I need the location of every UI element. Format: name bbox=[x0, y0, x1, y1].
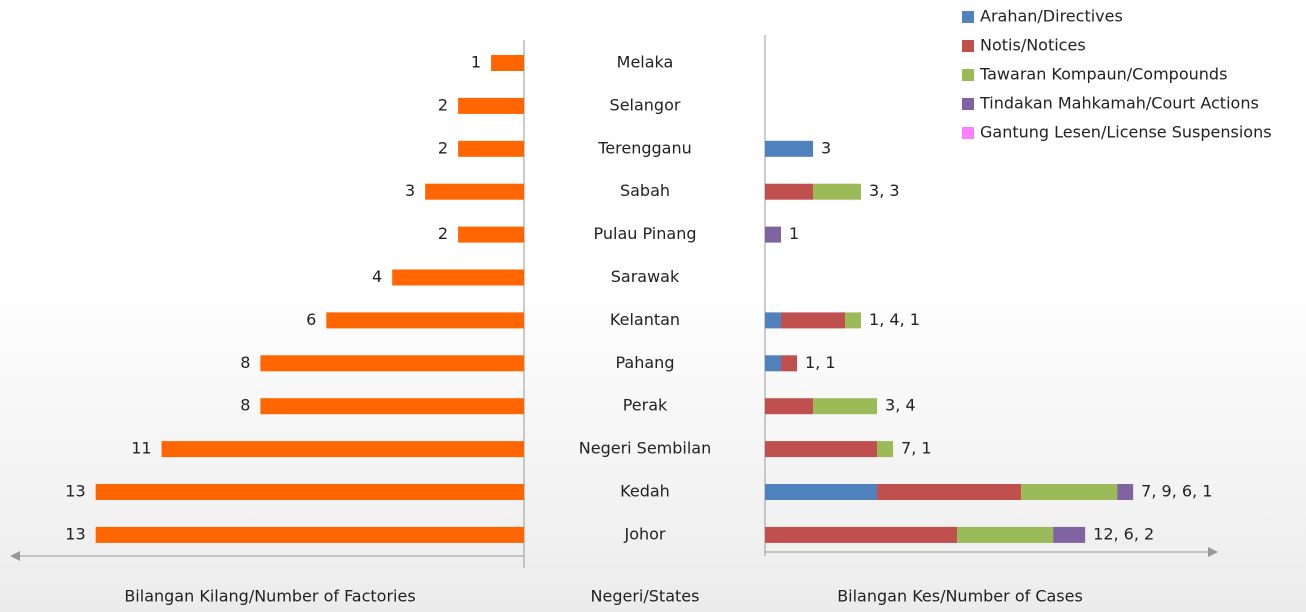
legend-swatch bbox=[962, 98, 974, 110]
x-axis-title: Bilangan Kes/Number of Cases bbox=[837, 587, 1083, 606]
bar-segment bbox=[1117, 484, 1134, 500]
legend-label: Notis/Notices bbox=[980, 36, 1086, 55]
data-label: 1, 1 bbox=[805, 353, 836, 372]
bar bbox=[458, 140, 524, 157]
bar-segment bbox=[1021, 484, 1118, 500]
bar-segment bbox=[765, 398, 814, 415]
legend-label: Arahan/Directives bbox=[980, 7, 1123, 26]
bar-segment bbox=[877, 441, 894, 458]
data-label: 6 bbox=[306, 310, 316, 329]
data-label: 13 bbox=[65, 482, 85, 501]
bar-segment bbox=[957, 526, 1054, 543]
bar-segment bbox=[765, 484, 878, 500]
category-label: Perak bbox=[623, 396, 668, 415]
data-label: 1 bbox=[789, 224, 799, 243]
data-label: 8 bbox=[240, 396, 250, 415]
category-label: Pulau Pinang bbox=[594, 224, 697, 243]
bar bbox=[260, 355, 524, 372]
data-label: 2 bbox=[438, 224, 448, 243]
legend-swatch bbox=[962, 69, 974, 81]
data-label: 2 bbox=[438, 138, 448, 157]
category-label: Sarawak bbox=[611, 267, 680, 286]
category-axis-title: Negeri/States bbox=[591, 587, 700, 606]
bar bbox=[458, 97, 524, 114]
bar-segment bbox=[813, 398, 878, 415]
data-label: 3 bbox=[821, 138, 831, 157]
legend-label: Tawaran Kompaun/Compounds bbox=[979, 65, 1227, 84]
data-label: 3, 4 bbox=[885, 396, 916, 415]
bar-segment bbox=[765, 355, 782, 372]
bar bbox=[95, 484, 525, 500]
bar-segment bbox=[877, 484, 1022, 500]
data-label: 3, 3 bbox=[869, 181, 900, 200]
bar-segment bbox=[765, 441, 878, 458]
category-label: Selangor bbox=[610, 95, 681, 114]
data-label: 2 bbox=[438, 95, 448, 114]
legend-label: Gantung Lesen/License Suspensions bbox=[980, 123, 1272, 142]
bar-segment bbox=[765, 140, 814, 157]
bar-segment bbox=[781, 355, 798, 372]
bar bbox=[425, 183, 524, 200]
category-label: Johor bbox=[623, 524, 665, 543]
axis-arrow bbox=[10, 551, 20, 561]
bar bbox=[326, 312, 524, 329]
bar-segment bbox=[765, 183, 814, 200]
axis-arrow bbox=[1208, 547, 1218, 557]
bar bbox=[161, 441, 525, 458]
data-label: 4 bbox=[372, 267, 382, 286]
bar-segment bbox=[765, 226, 782, 243]
category-label: Sabah bbox=[620, 181, 670, 200]
data-label: 13 bbox=[65, 524, 85, 543]
data-label: 7, 9, 6, 1 bbox=[1141, 482, 1212, 501]
category-label: Melaka bbox=[617, 53, 674, 72]
data-label: 7, 1 bbox=[901, 439, 932, 458]
category-label: Terengganu bbox=[597, 138, 692, 157]
x-axis-title: Bilangan Kilang/Number of Factories bbox=[124, 587, 415, 606]
bar bbox=[95, 526, 525, 543]
bar bbox=[491, 55, 524, 71]
legend-swatch bbox=[962, 40, 974, 52]
bar bbox=[458, 226, 524, 243]
category-label: Kelantan bbox=[610, 310, 680, 329]
legend-swatch bbox=[962, 11, 974, 23]
data-label: 1, 4, 1 bbox=[869, 310, 920, 329]
data-label: 3 bbox=[405, 181, 415, 200]
data-label: 11 bbox=[131, 439, 151, 458]
bar bbox=[260, 398, 524, 415]
bar-segment bbox=[781, 312, 846, 329]
data-label: 12, 6, 2 bbox=[1093, 524, 1154, 543]
data-label: 1 bbox=[471, 53, 481, 72]
category-label: Pahang bbox=[616, 353, 675, 372]
category-label: Kedah bbox=[620, 482, 670, 501]
legend-swatch bbox=[962, 127, 974, 139]
bar-segment bbox=[1053, 526, 1086, 543]
category-label: Negeri Sembilan bbox=[579, 439, 712, 458]
legend-label: Tindakan Mahkamah/Court Actions bbox=[979, 94, 1259, 113]
bar bbox=[392, 269, 524, 286]
bar-segment bbox=[845, 312, 862, 329]
bar-segment bbox=[765, 526, 958, 543]
data-label: 8 bbox=[240, 353, 250, 372]
bar-segment bbox=[813, 183, 862, 200]
bar-segment bbox=[765, 312, 782, 329]
